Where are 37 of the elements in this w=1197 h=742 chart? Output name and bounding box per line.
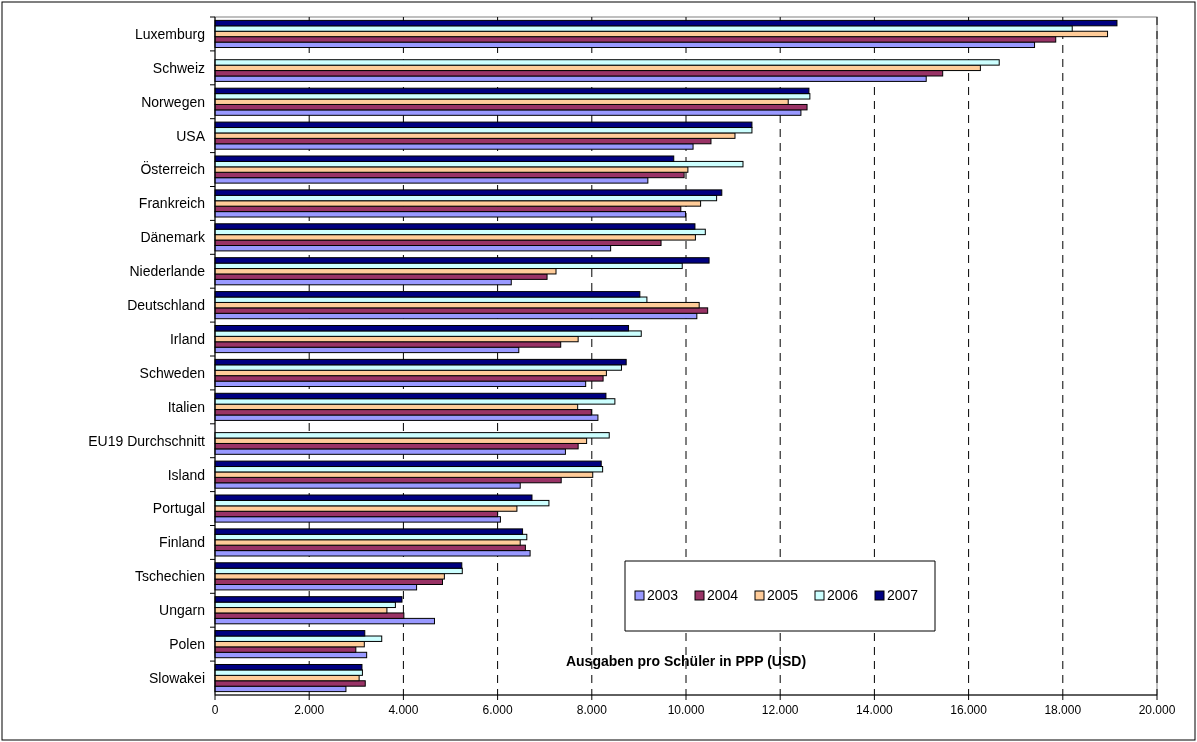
x-tick-label: 0: [211, 703, 219, 717]
x-tick-label: 20.000: [1138, 703, 1176, 717]
y-tick-label: EU19 Durchschnitt: [88, 432, 206, 449]
y-tick-label: USA: [176, 127, 206, 144]
x-tick-label: 16.000: [950, 703, 988, 717]
y-tick-label: Finland: [159, 534, 205, 551]
y-tick-label: Polen: [169, 636, 205, 653]
y-tick-label: Ungarn: [159, 602, 205, 619]
legend-label: 2006: [827, 587, 859, 603]
x-tick-label: 6.000: [482, 703, 513, 717]
x-tick-label: 18.000: [1044, 703, 1082, 717]
legend-label: 2007: [887, 587, 919, 603]
x-tick-label: 14.000: [856, 703, 894, 717]
y-tick-label: Slowakei: [148, 669, 205, 686]
x-tick-label: 8.000: [576, 703, 608, 717]
y-tick-label: Irland: [169, 330, 205, 347]
legend-label: 2003: [647, 587, 679, 603]
x-tick-label: 4.000: [388, 703, 419, 717]
x-axis-title: Ausgaben pro Schüler in PPP (USD): [565, 653, 807, 669]
x-tick-label: 2.000: [294, 703, 325, 717]
y-tick-label: Norwegen: [141, 93, 205, 110]
y-tick-label: Italien: [167, 398, 205, 415]
y-tick-label: Niederlande: [129, 263, 206, 280]
y-tick-label: Frankreich: [138, 195, 205, 212]
y-tick-label: Luxemburg: [134, 25, 205, 42]
legend-label: 2004: [707, 587, 739, 603]
legend-label: 2005: [767, 587, 799, 603]
x-tick-label: 10.000: [667, 703, 705, 717]
y-tick-label: Schweden: [139, 364, 205, 381]
y-tick-label: Island: [167, 466, 205, 483]
y-tick-label: Portugal: [152, 500, 205, 517]
y-tick-label: Dänemark: [140, 229, 206, 246]
y-tick-label: Österreich: [140, 160, 205, 178]
y-tick-label: Deutschland: [127, 297, 205, 314]
y-tick-label: Schweiz: [152, 59, 205, 76]
x-tick-label: 12.000: [761, 703, 799, 717]
y-tick-label: Tschechien: [134, 568, 205, 585]
